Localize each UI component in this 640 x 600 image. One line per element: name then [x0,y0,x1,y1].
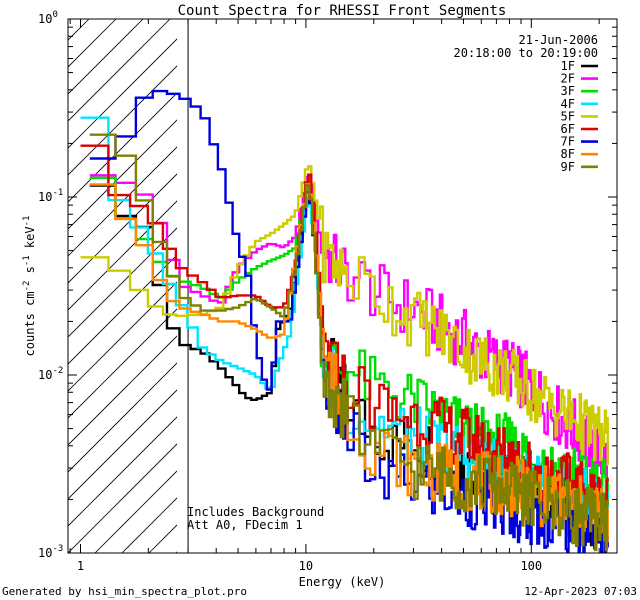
series-5F [80,165,609,466]
hatch-line [68,254,177,365]
hatch-line [68,38,177,149]
legend-label-2F: 2F [561,72,575,86]
annotation-attenuator: Att A0, FDecim 1 [187,518,303,532]
legend-label-7F: 7F [561,135,575,149]
series-layer [80,89,609,553]
y-tick-label: 10-3 [38,544,63,560]
legend-label-9F: 9F [561,160,575,174]
chart-title: Count Spectra for RHESSI Front Segments [178,3,507,19]
x-axis-label: Energy (keV) [299,575,386,589]
series-9F [89,133,609,552]
hatch-line [68,416,177,527]
annotation-background: Includes Background [187,505,324,519]
footer-timestamp: 12-Apr-2023 07:03 [524,585,637,598]
date-label: 21-Jun-2006 [519,33,598,47]
hatch-line [68,227,177,338]
hatch-line [68,389,177,500]
x-tick-label: 1 [77,559,84,573]
series-2F [89,174,609,478]
footer-generated-by: Generated by hsi_min_spectra_plot.pro [2,585,247,598]
hatch-line [68,19,171,122]
plot-frame [67,18,618,554]
x-tick-label: 10 [299,559,313,573]
x-tick-labels: 1 10 100 [77,559,542,573]
hatch-line [68,443,177,553]
hatch-line [68,92,177,203]
legend-label-1F: 1F [561,59,575,73]
hatch-line [68,200,177,311]
x-tick-label: 100 [520,559,542,573]
y-tick-label: 10-2 [38,366,63,382]
legend-label-3F: 3F [561,84,575,98]
hatch-line [68,362,177,473]
time-range-label: 20:18:00 to 20:19:00 [454,46,599,60]
hatch-line [68,281,177,392]
legend-label-4F: 4F [561,97,575,111]
y-axis-label: counts cm-2 s-1 keV-1 [22,216,37,357]
legend-label-6F: 6F [561,122,575,136]
y-tick-label: 10-1 [38,188,63,204]
y-tick-label: 100 [38,10,58,26]
y-tick-labels: 10-3 10-2 10-1 100 [38,10,63,560]
axis-ticks [68,18,617,554]
legend-label-5F: 5F [561,109,575,123]
legend-label-8F: 8F [561,147,575,161]
